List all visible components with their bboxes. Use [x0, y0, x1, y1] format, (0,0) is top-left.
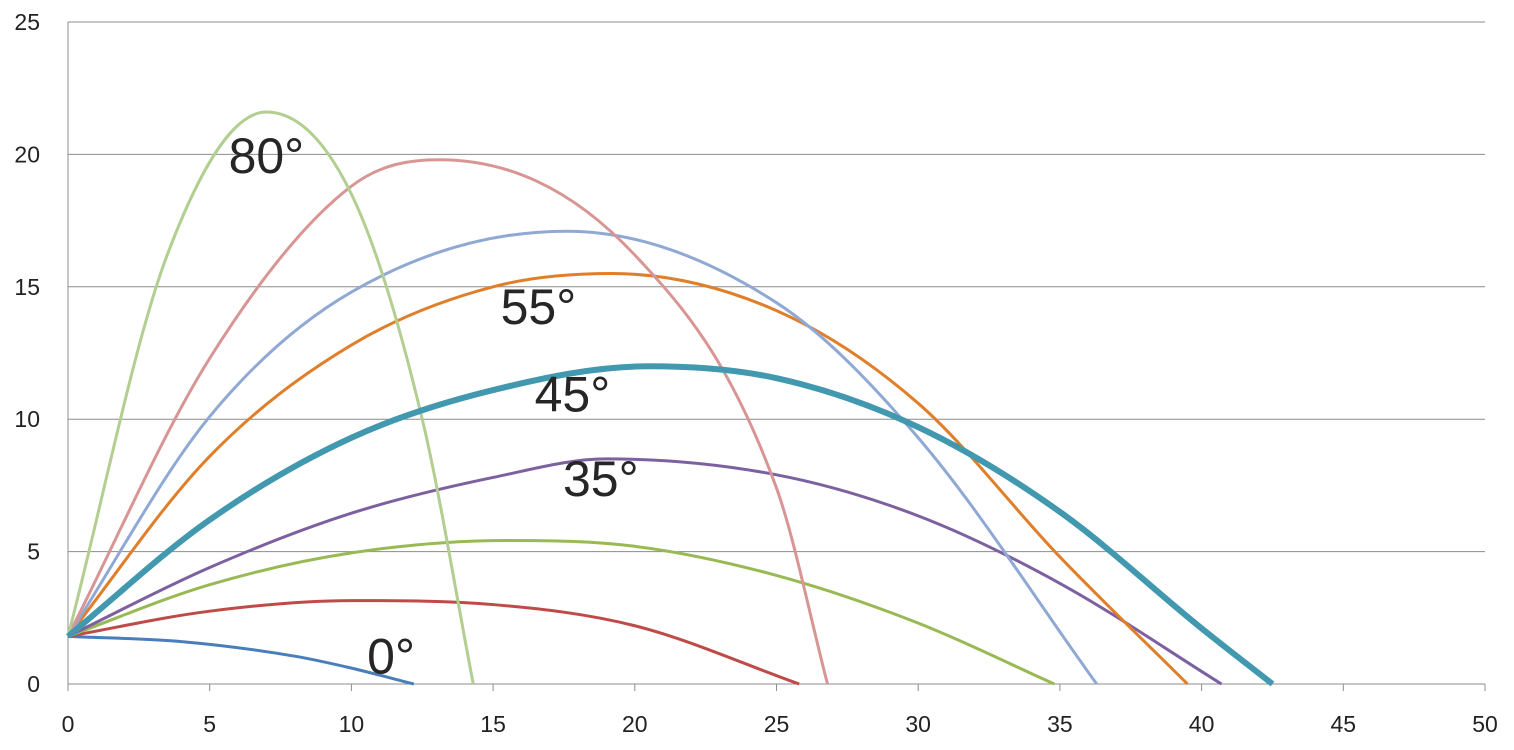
trajectory-65deg [66, 229, 1098, 685]
series-layer [66, 110, 1275, 687]
axes [67, 22, 1486, 691]
x-tick-label: 30 [905, 711, 931, 737]
trajectory-80deg [66, 110, 475, 685]
x-tick-label: 10 [339, 711, 365, 737]
trajectory-35deg [67, 457, 1223, 686]
x-tick-label: 45 [1331, 711, 1357, 737]
angle-label: 55° [501, 279, 577, 335]
y-tick-label: 0 [27, 671, 40, 697]
angle-label: 45° [535, 366, 611, 422]
angle-annotations: 80° 55° 45° 35° 0° [229, 128, 639, 684]
angle-label: 35° [563, 451, 639, 507]
y-tick-label: 25 [14, 9, 40, 35]
trajectory-20deg [67, 538, 1055, 686]
x-tick-label: 25 [764, 711, 790, 737]
trajectory-0deg [67, 634, 415, 686]
x-tick-label: 5 [203, 711, 216, 737]
angle-label: 80° [229, 128, 305, 184]
x-tick-label: 20 [622, 711, 648, 737]
trajectory-72deg [66, 158, 829, 685]
x-axis-tick-labels: 0 5 10 15 20 25 30 35 40 45 50 [62, 711, 1498, 737]
x-tick-label: 40 [1189, 711, 1215, 737]
y-tick-label: 10 [14, 406, 40, 432]
gridlines [68, 21, 1485, 553]
y-tick-label: 5 [27, 539, 40, 565]
x-tick-label: 35 [1047, 711, 1073, 737]
x-tick-label: 0 [62, 711, 75, 737]
y-axis-tick-labels: 0 5 10 15 20 25 [14, 9, 40, 697]
trajectory-10deg [67, 599, 800, 686]
trajectory-45deg [66, 363, 1275, 687]
y-tick-label: 20 [14, 141, 40, 167]
trajectory-55deg [66, 272, 1189, 686]
x-tick-label: 15 [480, 711, 506, 737]
angle-label: 0° [367, 628, 415, 684]
x-tick-label: 50 [1472, 711, 1498, 737]
y-tick-label: 15 [14, 274, 40, 300]
